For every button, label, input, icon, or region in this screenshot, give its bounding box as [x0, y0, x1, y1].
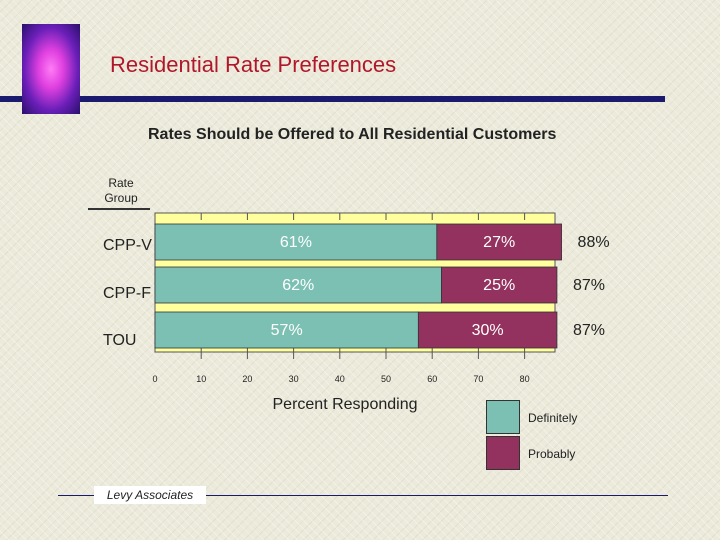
data-label-total: 88% [578, 234, 610, 251]
bar-probably [417, 311, 558, 349]
category-label: CPP-F [103, 285, 151, 302]
title-rule [80, 96, 665, 102]
legend-label-probably: Probably [528, 447, 576, 461]
category-labels: CPP-V CPP-F TOU [103, 237, 152, 349]
bar-group: 61% 27% 88% 62% 25% 87% 57% 30% 87% [154, 223, 610, 349]
footer-label: Levy Associates [94, 486, 206, 504]
data-label-probably: 27% [483, 234, 515, 251]
x-tick-label: 50 [381, 374, 391, 384]
x-tick-label: 80 [520, 374, 530, 384]
y-axis-label: Rate Group [104, 176, 138, 205]
bar-definitely [154, 266, 442, 304]
title-rule-left [0, 96, 22, 102]
x-tick-label: 60 [427, 374, 437, 384]
legend-label-definitely: Definitely [528, 411, 578, 425]
data-label-total: 87% [573, 322, 605, 339]
bar-definitely [154, 311, 419, 349]
x-tick-label: 30 [289, 374, 299, 384]
bar-probably [441, 266, 558, 304]
decorative-gradient-square [22, 24, 80, 114]
bar-definitely [154, 223, 438, 261]
legend-swatch-probably [486, 436, 520, 470]
x-tick-labels: 0 10 20 30 40 50 60 70 80 [152, 374, 529, 384]
legend-swatch-definitely [486, 400, 520, 434]
chart-title: Rates Should be Offered to All Residenti… [148, 126, 557, 143]
data-label-definitely: 57% [271, 322, 303, 339]
data-label-total: 87% [573, 277, 605, 294]
x-tick-label: 40 [335, 374, 345, 384]
data-label-definitely: 62% [282, 277, 314, 294]
bar-probably [436, 223, 562, 261]
x-tick-label: 20 [242, 374, 252, 384]
x-tick-label: 0 [152, 374, 157, 384]
y-axis-label-underline [88, 208, 150, 210]
data-label-probably: 25% [483, 277, 515, 294]
category-label: CPP-V [103, 237, 152, 254]
footer-rule [206, 495, 668, 496]
category-label: TOU [103, 332, 136, 349]
data-label-probably: 30% [472, 322, 504, 339]
data-label-definitely: 61% [280, 234, 312, 251]
slide-title: Residential Rate Preferences [110, 52, 397, 77]
footer-rule-left [58, 495, 94, 496]
x-axis-label: Percent Responding [273, 396, 418, 413]
x-tick-label: 70 [473, 374, 483, 384]
x-tick-label: 10 [196, 374, 206, 384]
